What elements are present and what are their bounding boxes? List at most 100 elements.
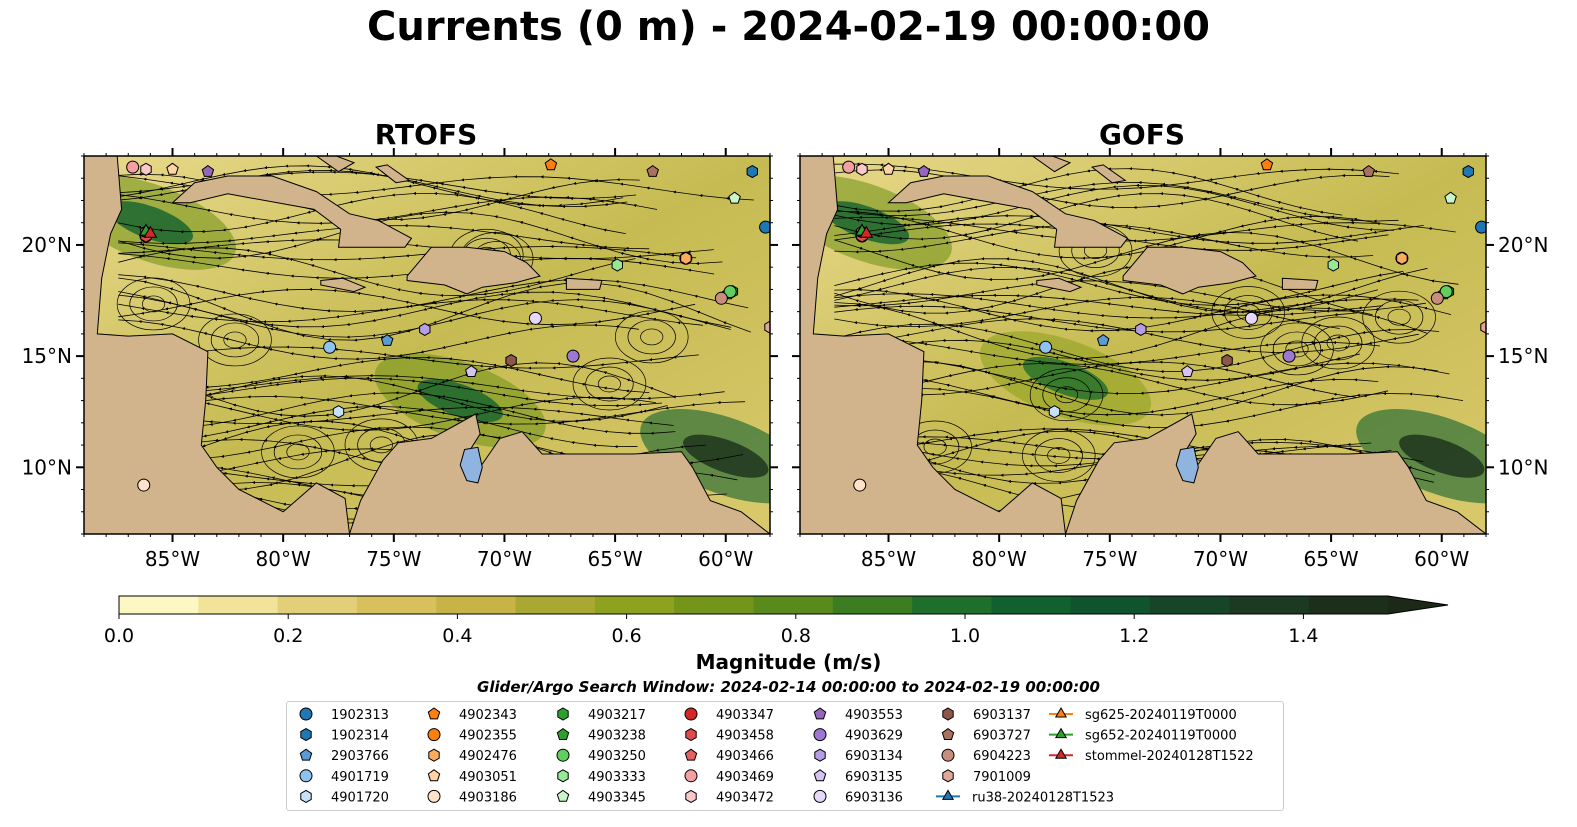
figure-title: Currents (0 m) - 2024-02-19 00:00:00 [367, 4, 1210, 50]
map-figure: 85°W 80°W 75°W 70°W 65°W 60°W20°N15°N10°N85°W… [22, 148, 1548, 571]
colorbar-tick-label: 1.2 [1119, 625, 1149, 647]
legend-label: 4903345 [588, 790, 646, 805]
lon-tick-label: 65°W [1303, 547, 1358, 571]
legend-label: 4903051 [459, 770, 517, 785]
lon-tick-label: 85°W [145, 547, 200, 571]
legend-label: 4903186 [459, 790, 517, 805]
colorbar-segment [277, 596, 358, 614]
panel-frame [799, 155, 1487, 535]
station-4903345 [728, 191, 741, 204]
legend-label: 4903238 [588, 729, 646, 744]
legend-label: 4903469 [716, 770, 774, 785]
legend-marker [685, 728, 697, 742]
legend-label: 6903137 [973, 708, 1031, 723]
station-2903766 [1096, 333, 1110, 346]
fast-current-core [1399, 434, 1485, 478]
legend: 1902313 1902314 2903766 4901719 4901720 49023… [286, 701, 1284, 811]
legend-marker [685, 789, 697, 803]
land-mass [320, 277, 367, 293]
legend-marker [1054, 727, 1068, 739]
lon-tick-label: 65°W [587, 547, 642, 571]
station-4903553 [201, 164, 215, 177]
colorbar-segment [1308, 596, 1389, 614]
lat-tick-label: 15°N [22, 344, 72, 368]
colorbar-segment [1070, 596, 1151, 614]
legend-marker [942, 769, 954, 783]
legend-marker [813, 728, 827, 742]
legend-entry-6903137: 6903137 [942, 707, 1031, 723]
colorbar-label: Magnitude (m/s) [695, 650, 882, 674]
legend-entry-4903250: 4903250 [556, 748, 646, 764]
legend-entry-6903727: 6903727 [941, 727, 1031, 744]
land-mass [1031, 156, 1072, 173]
station-4903333 [1327, 258, 1339, 272]
legend-marker [1054, 707, 1068, 718]
glider-stommel-20240128T1522 [143, 225, 158, 238]
legend-entry-6904223: 6904223 [941, 748, 1031, 764]
colorbar-extend-arrow [1388, 596, 1448, 614]
legend-entry-7901009: 7901009 [942, 769, 1031, 785]
legend-marker [942, 707, 954, 721]
legend-entry-4901720: 4901720 [300, 789, 389, 805]
station-4901720 [332, 405, 345, 419]
legend-marker [427, 769, 441, 782]
colorbar-segment [1229, 596, 1310, 614]
legend-label: 4903347 [716, 708, 774, 723]
legend-marker [684, 748, 698, 761]
legend-entry-4903458: 4903458 [685, 728, 774, 744]
lake [459, 446, 483, 484]
station-4903469 [842, 160, 856, 174]
colorbar-segment [594, 596, 675, 614]
station-6903137 [505, 354, 517, 368]
station-4903186 [137, 478, 151, 492]
lat-tick-label: 10°N [22, 455, 72, 479]
land-mass [1090, 164, 1127, 184]
legend-entry-4903333: 4903333 [557, 769, 646, 785]
legend-label: 4902355 [459, 729, 517, 744]
legend-label: 4903629 [845, 729, 903, 744]
legend-marker [941, 748, 955, 762]
station-4903051 [882, 162, 895, 175]
legend-label: 7901009 [973, 770, 1031, 785]
station-4902343 [544, 158, 558, 171]
legend-label: 4901719 [331, 770, 389, 785]
station-6903135 [1181, 365, 1194, 377]
legend-marker [556, 789, 570, 802]
legend-entry-4903469: 4903469 [684, 769, 774, 785]
station-4903250 [723, 285, 737, 299]
legend-marker [684, 769, 698, 783]
legend-marker [814, 748, 826, 762]
legend-label: 2903766 [331, 749, 389, 764]
legend-entry-6903136: 6903136 [813, 789, 903, 805]
station-1902313 [1475, 220, 1486, 234]
lon-tick-label: 70°W [1193, 547, 1248, 571]
legend-marker [941, 727, 955, 740]
legend-entry-2903766: 2903766 [299, 748, 389, 764]
glider-stommel-20240128T1522 [859, 225, 874, 238]
land-mass [315, 156, 356, 173]
legend-marker [1054, 748, 1068, 759]
legend-marker [300, 789, 312, 803]
station-6903137 [1221, 354, 1233, 368]
station-6903134 [419, 322, 431, 336]
lon-tick-label: 70°W [477, 547, 532, 571]
legend-marker [427, 728, 441, 742]
legend-entry-4903217: 4903217 [557, 707, 646, 723]
lat-tick-label: 20°N [22, 233, 72, 257]
station-7901009 [764, 320, 770, 334]
search-window-text: Glider/Argo Search Window: 2024-02-14 00… [477, 678, 1100, 696]
land-mass [1036, 277, 1083, 293]
land-mass [1281, 277, 1319, 290]
legend-label: 6904223 [973, 749, 1031, 764]
station-6903727 [646, 164, 659, 177]
lon-tick-label: 75°W [366, 547, 421, 571]
legend-marker [684, 707, 698, 721]
lon-tick-label: 60°W [1414, 547, 1469, 571]
colorbar-tick-label: 0.4 [442, 625, 472, 647]
legend-label: 4903333 [588, 770, 646, 785]
station-4903186 [853, 478, 867, 492]
station-4902476 [680, 251, 692, 265]
colorbar-segment [991, 596, 1072, 614]
station-6903134 [1135, 322, 1147, 336]
colorbar-tick-label: 1.4 [1288, 625, 1318, 647]
